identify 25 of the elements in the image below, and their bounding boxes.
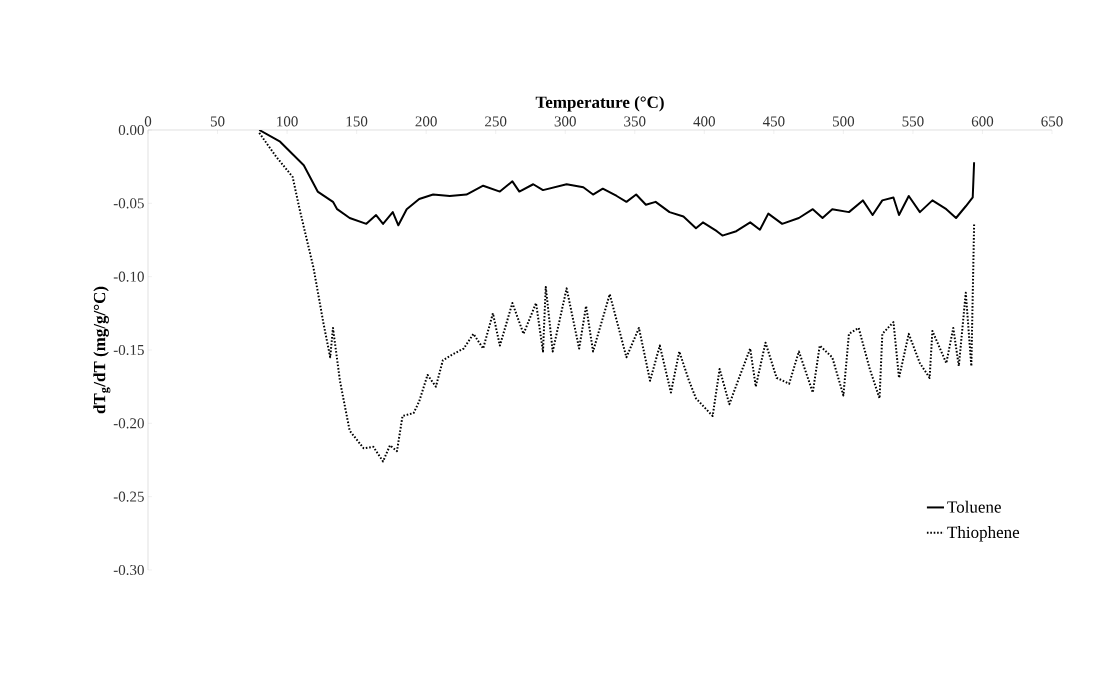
y-tick-label: -0.10	[113, 271, 144, 282]
x-tick-label: 450	[762, 116, 785, 127]
x-tick-label: 150	[346, 116, 368, 127]
y-tick-label: -0.30	[113, 564, 144, 576]
x-tick-label: 400	[693, 116, 715, 127]
x-tick-label: 600	[971, 116, 994, 127]
x-tick-label: 650	[1041, 116, 1063, 127]
legend-label: Thiophene	[947, 526, 1020, 542]
x-tick-label: 0	[144, 116, 152, 127]
y-tick-label: -0.05	[113, 198, 144, 209]
y-tick-label: -0.25	[113, 491, 144, 502]
y-tick-label: 0.00	[118, 124, 144, 136]
legend-label: Toluene	[947, 500, 1001, 513]
y-axis-title: dT$_{g}$/dT (mg/g/°C)	[93, 286, 111, 414]
x-tick-label: 50	[210, 116, 225, 127]
x-tick-label: 300	[554, 116, 576, 127]
y-tick-label: -0.15	[113, 344, 144, 356]
x-axis-title: Temperature (°C)	[535, 96, 664, 112]
x-tick-label: 100	[277, 116, 298, 127]
y-tick-label: -0.20	[113, 418, 144, 429]
x-tick-label: 500	[833, 116, 855, 127]
x-tick-label: 550	[902, 116, 924, 127]
x-tick-label: 250	[485, 116, 507, 127]
x-tick-label: 350	[624, 116, 646, 127]
x-tick-label: 200	[415, 116, 437, 127]
